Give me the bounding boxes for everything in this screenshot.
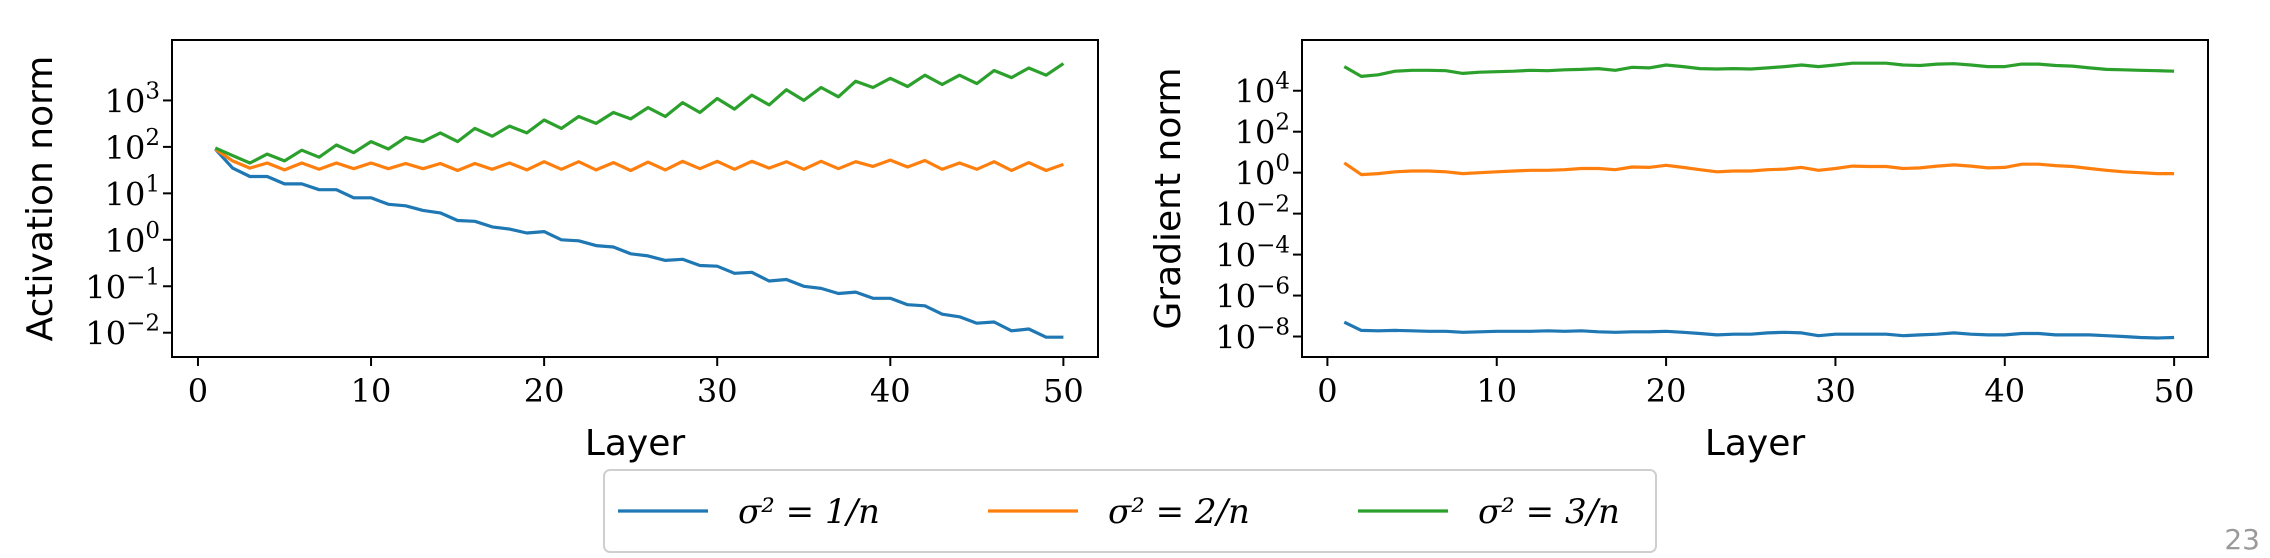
x-axis-title: Layer <box>1705 423 1806 464</box>
series-line-2 <box>214 147 1064 173</box>
y-tick-label: 100 <box>105 218 160 260</box>
x-tick-label: 40 <box>1984 372 2025 410</box>
y-tick-label: 10−6 <box>1215 274 1290 316</box>
y-tick-label: 104 <box>1235 69 1290 111</box>
x-tick-label: 20 <box>1646 372 1687 410</box>
x-tick-label: 20 <box>524 372 565 410</box>
x-tick-label: 50 <box>1043 372 1084 410</box>
y-tick-label: 101 <box>105 171 160 213</box>
series-line-2 <box>1343 161 2175 177</box>
y-axis-title: Activation norm <box>20 56 61 342</box>
legend-label-2: σ² = 2/n <box>1108 492 1250 532</box>
plot-frame <box>1301 39 2209 358</box>
y-axis-title: Gradient norm <box>1148 67 1189 329</box>
y-tick-label: 10−2 <box>1215 192 1290 234</box>
series-line-3 <box>1343 61 2175 79</box>
x-tick-label: 30 <box>697 372 738 410</box>
legend-box <box>603 469 1657 553</box>
y-tick-label: 10−4 <box>1215 233 1290 275</box>
legend-label-3: σ² = 3/n <box>1478 492 1620 532</box>
legend: σ² = 1/n σ² = 2/n σ² = 3/n <box>603 469 1657 553</box>
series-line-1 <box>1343 320 2175 340</box>
y-tick-label: 102 <box>105 125 160 167</box>
x-tick-label: 10 <box>1476 372 1517 410</box>
x-axis-title: Layer <box>585 423 686 464</box>
plot-frame <box>171 39 1099 358</box>
y-tick-label: 100 <box>1235 151 1290 193</box>
y-tick-label: 102 <box>1235 110 1290 152</box>
x-tick-label: 0 <box>188 372 208 410</box>
x-tick-label: 50 <box>2154 372 2195 410</box>
page-number: 23 <box>2224 523 2260 556</box>
y-tick-label: 103 <box>105 78 160 120</box>
x-tick-label: 10 <box>351 372 392 410</box>
x-tick-label: 40 <box>870 372 911 410</box>
y-tick-label: 10−8 <box>1215 315 1290 357</box>
y-tick-label: 10−1 <box>85 264 160 306</box>
x-tick-label: 30 <box>1815 372 1856 410</box>
series-line-3 <box>214 62 1065 165</box>
x-tick-label: 0 <box>1317 372 1337 410</box>
y-tick-label: 10−2 <box>85 311 160 353</box>
legend-label-1: σ² = 1/n <box>738 492 880 532</box>
series-line-1 <box>214 147 1064 339</box>
